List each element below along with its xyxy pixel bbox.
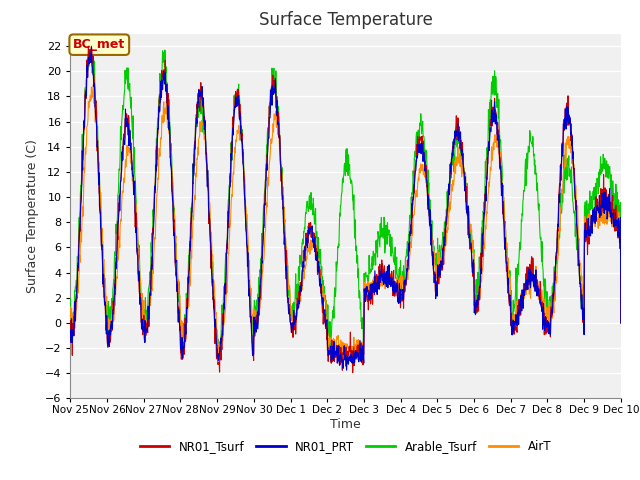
- X-axis label: Time: Time: [330, 418, 361, 431]
- Y-axis label: Surface Temperature (C): Surface Temperature (C): [26, 139, 39, 293]
- Text: BC_met: BC_met: [73, 38, 125, 51]
- Title: Surface Temperature: Surface Temperature: [259, 11, 433, 29]
- Legend: NR01_Tsurf, NR01_PRT, Arable_Tsurf, AirT: NR01_Tsurf, NR01_PRT, Arable_Tsurf, AirT: [135, 436, 556, 458]
